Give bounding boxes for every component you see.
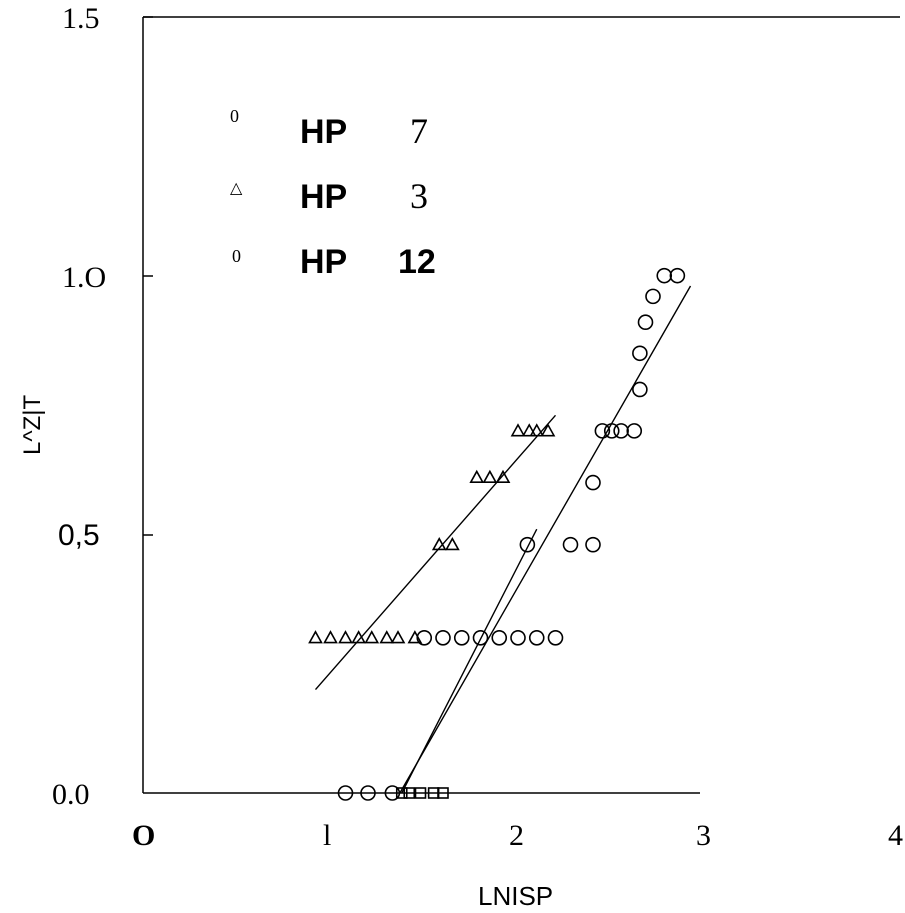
data-point-hp-3 xyxy=(510,423,526,437)
data-point-hp-7 xyxy=(637,314,654,331)
legend-number-hp12: 12 xyxy=(398,243,436,281)
data-point-hp-7 xyxy=(547,630,564,646)
x-tick-label-0: O xyxy=(132,819,155,852)
x-tick-label-2: 2 xyxy=(509,819,524,852)
data-point-hp-3 xyxy=(323,630,338,644)
legend-symbol-hp3: △ xyxy=(230,178,243,197)
legend-name-hp7: HP xyxy=(300,113,347,151)
y-tick-label-0-0: 0.0 xyxy=(52,778,90,811)
fit-line-1 xyxy=(314,414,557,690)
data-point-hp-3 xyxy=(351,630,366,644)
data-point-hp-7 xyxy=(645,288,661,305)
data-point-hp-7 xyxy=(632,381,648,398)
fit-lines xyxy=(314,285,692,794)
data-point-hp-3 xyxy=(495,469,511,484)
data-point-hp-7 xyxy=(510,630,526,646)
data-point-hp-3 xyxy=(431,537,447,551)
data-point-hp-7 xyxy=(453,630,470,646)
data-point-hp-3 xyxy=(521,423,537,437)
data-point-hp-7 xyxy=(562,536,579,553)
x-axis-title: LNISP xyxy=(478,881,553,911)
legend-number-hp3: 3 xyxy=(410,176,428,216)
legend-name-hp3: HP xyxy=(300,178,347,216)
legend-name-hp12: HP xyxy=(300,243,347,281)
data-point-hp-3 xyxy=(338,630,353,644)
x-tick-label-3: 3 xyxy=(696,819,711,852)
data-point-hp-7 xyxy=(613,423,629,439)
data-point-hp-7 xyxy=(472,630,489,646)
data-point-hp-12 xyxy=(395,787,408,799)
data-point-hp-7 xyxy=(435,630,451,646)
data-point-hp-7 xyxy=(585,474,601,491)
data-point-hp-3 xyxy=(308,630,323,644)
data-points xyxy=(308,267,686,801)
data-point-hp-7 xyxy=(626,423,643,439)
data-point-hp-3 xyxy=(364,630,380,644)
data-point-hp-7 xyxy=(656,267,673,284)
data-point-hp-7 xyxy=(669,267,686,284)
data-point-hp-7 xyxy=(384,785,401,801)
data-point-hp-12 xyxy=(437,787,449,799)
legend-symbol-hp7: 0 xyxy=(230,106,239,126)
data-point-hp-7 xyxy=(632,345,648,362)
y-tick-label-1-5: 1.5 xyxy=(62,2,100,35)
legend-number-hp7: 7 xyxy=(410,111,428,151)
y-axis-title: L^Z|T xyxy=(19,394,46,455)
data-point-hp-12 xyxy=(414,787,427,799)
data-point-hp-3 xyxy=(379,630,395,644)
data-point-hp-3 xyxy=(445,537,460,551)
y-tick-label-0-5: 0,5 xyxy=(58,519,100,552)
legend-symbol-hp12: 0 xyxy=(232,246,241,266)
data-point-hp-3 xyxy=(482,469,498,484)
data-point-hp-7 xyxy=(337,785,354,801)
data-point-hp-7 xyxy=(360,785,376,801)
data-point-hp-3 xyxy=(469,469,485,484)
data-point-hp-12 xyxy=(403,787,416,799)
data-point-hp-7 xyxy=(491,630,508,646)
fit-line-3 xyxy=(401,528,538,794)
x-tick-label-1: l xyxy=(323,819,331,852)
data-point-hp-7 xyxy=(603,423,620,439)
data-point-hp-7 xyxy=(519,536,536,553)
data-point-hp-7 xyxy=(528,630,545,646)
data-point-hp-3 xyxy=(540,423,556,437)
data-point-hp-7 xyxy=(416,630,433,646)
data-point-hp-7 xyxy=(594,423,611,439)
fit-line-2 xyxy=(399,285,692,794)
data-point-hp-7 xyxy=(585,536,601,553)
data-point-hp-3 xyxy=(529,423,545,437)
y-tick-label-1-0: 1.O xyxy=(62,261,106,294)
x-tick-label-4: 4 xyxy=(888,819,903,852)
data-point-hp-3 xyxy=(390,630,406,644)
